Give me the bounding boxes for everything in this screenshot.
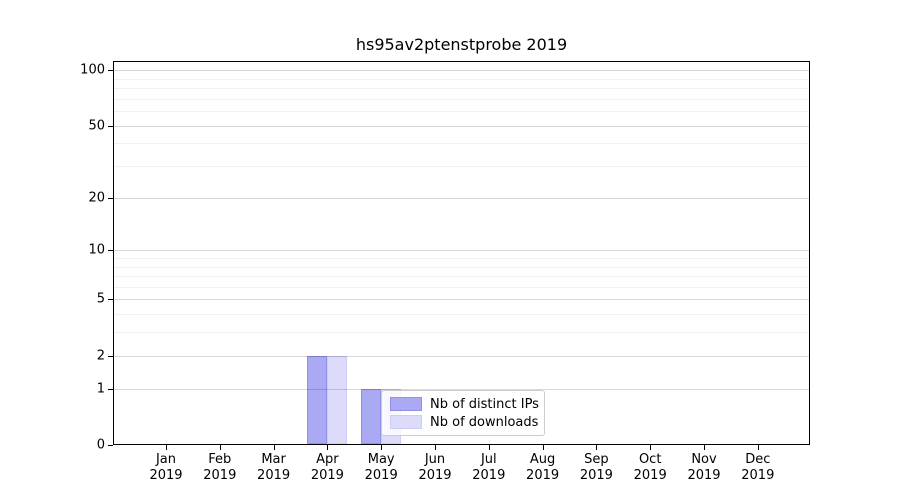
y-tick-label: 0	[96, 437, 105, 453]
plot-area	[113, 61, 810, 445]
y-tick-mark	[108, 445, 113, 446]
x-tick-mark	[381, 445, 382, 450]
x-tick-mark	[758, 445, 759, 450]
y-tick-label: 2	[96, 348, 105, 364]
minor-gridline	[114, 266, 809, 268]
x-tick-year: 2019	[579, 468, 613, 483]
x-tick-label: May 2019	[349, 452, 413, 484]
x-tick-mark	[650, 445, 651, 450]
x-tick-mark	[220, 445, 221, 450]
x-tick-label: Jun 2019	[403, 452, 467, 484]
x-tick-label: Nov 2019	[672, 452, 736, 484]
bar-apr-distinct-ips	[307, 355, 328, 444]
x-tick-label: Sep 2019	[564, 452, 628, 484]
minor-gridline	[114, 286, 809, 288]
minor-gridline	[114, 111, 809, 113]
major-gridline	[114, 299, 809, 301]
y-tick-mark	[108, 356, 113, 357]
y-tick-label: 100	[80, 62, 105, 78]
x-tick-mark	[596, 445, 597, 450]
y-tick-mark	[108, 198, 113, 199]
x-tick-label: Mar 2019	[242, 452, 306, 484]
x-tick-year: 2019	[257, 468, 291, 483]
major-gridline	[114, 355, 809, 357]
y-tick-label: 50	[88, 118, 105, 134]
x-tick-year: 2019	[741, 468, 775, 483]
bar-may-distinct-ips	[361, 388, 382, 444]
x-tick-year: 2019	[203, 468, 237, 483]
y-tick-label: 1	[96, 381, 105, 397]
x-tick-label: Oct 2019	[618, 452, 682, 484]
x-tick-label: Apr 2019	[295, 452, 359, 484]
chart-title: hs95av2ptenstprobe 2019	[355, 35, 568, 54]
x-tick-mark	[543, 445, 544, 450]
minor-gridline	[114, 98, 809, 100]
x-tick-year: 2019	[364, 468, 398, 483]
major-gridline	[114, 125, 809, 127]
legend-swatch-downloads-icon	[390, 415, 422, 429]
x-tick-year: 2019	[633, 468, 667, 483]
y-tick-mark	[108, 389, 113, 390]
minor-gridline	[114, 276, 809, 278]
legend-item-downloads: Nb of downloads	[390, 414, 539, 430]
x-tick-label: Jul 2019	[457, 452, 521, 484]
x-tick-year: 2019	[687, 468, 721, 483]
x-tick-mark	[435, 445, 436, 450]
minor-gridline	[114, 166, 809, 168]
x-tick-label: Aug 2019	[511, 452, 575, 484]
legend-label-distinct-ips: Nb of distinct IPs	[430, 396, 539, 412]
minor-gridline	[114, 332, 809, 334]
major-gridline	[114, 388, 809, 390]
y-tick-mark	[108, 70, 113, 71]
y-tick-label: 5	[96, 291, 105, 307]
y-tick-mark	[108, 250, 113, 251]
x-tick-mark	[327, 445, 328, 450]
minor-gridline	[114, 314, 809, 316]
x-tick-mark	[489, 445, 490, 450]
minor-gridline	[114, 88, 809, 90]
y-tick-label: 10	[88, 242, 105, 258]
x-tick-year: 2019	[418, 468, 452, 483]
x-tick-year: 2019	[526, 468, 560, 483]
x-tick-year: 2019	[310, 468, 344, 483]
minor-gridline	[114, 257, 809, 259]
minor-gridline	[114, 78, 809, 80]
major-gridline	[114, 250, 809, 252]
x-tick-mark	[704, 445, 705, 450]
y-tick-label: 20	[88, 190, 105, 206]
major-gridline	[114, 70, 809, 72]
legend: Nb of distinct IPs Nb of downloads	[381, 390, 545, 436]
bar-apr-downloads	[327, 355, 348, 444]
x-tick-year: 2019	[472, 468, 506, 483]
x-tick-mark	[274, 445, 275, 450]
major-gridline	[114, 197, 809, 199]
legend-swatch-distinct-ips-icon	[390, 397, 422, 411]
y-tick-mark	[108, 126, 113, 127]
minor-gridline	[114, 143, 809, 145]
x-tick-mark	[166, 445, 167, 450]
x-tick-label: Feb 2019	[188, 452, 252, 484]
x-tick-year: 2019	[149, 468, 183, 483]
x-tick-label: Dec 2019	[726, 452, 790, 484]
x-tick-label: Jan 2019	[134, 452, 198, 484]
legend-item-distinct-ips: Nb of distinct IPs	[390, 396, 539, 412]
legend-label-downloads: Nb of downloads	[430, 414, 539, 430]
y-tick-mark	[108, 299, 113, 300]
